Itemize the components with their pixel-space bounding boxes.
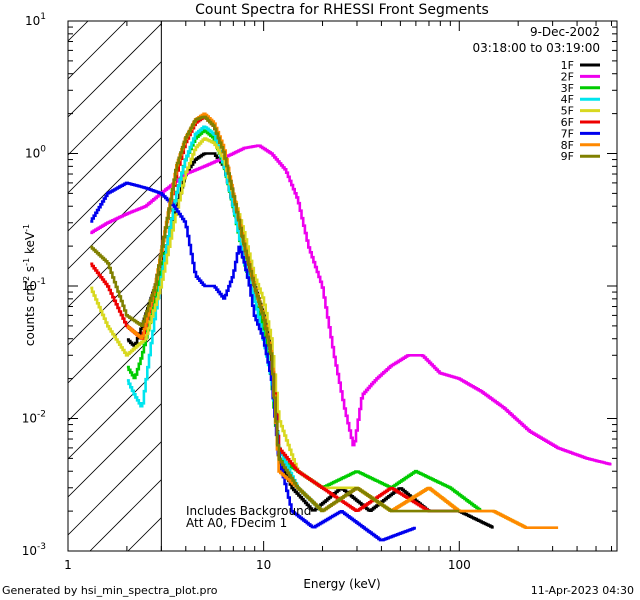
annotation-background: Includes Background: [186, 504, 311, 518]
x-tick-label: 10: [256, 558, 271, 572]
y-axis-label: counts cm-2 s-1 keV-1: [22, 224, 37, 346]
footer-timestamp: 11-Apr-2023 04:30: [530, 584, 634, 597]
y-tick-base: 10: [25, 147, 40, 161]
legend-label: 7F: [561, 127, 574, 140]
hatch-line: [68, 137, 162, 232]
chart-title: Count Spectra for RHESSI Front Segments: [195, 2, 489, 18]
y-tick-base: 10: [25, 14, 40, 28]
y-tick-base: 10: [22, 279, 37, 293]
x-tick-label: 100: [448, 558, 471, 572]
hatch-line: [68, 99, 162, 194]
footer-generated-by: Generated by hsi_min_spectra_plot.pro: [2, 584, 218, 597]
x-tick-label: 1: [64, 558, 72, 572]
y-tick-exponent: -3: [37, 542, 46, 552]
y-label-part: counts cm: [23, 284, 37, 346]
hatch-line: [68, 0, 161, 3]
y-label-part: keV: [23, 231, 37, 258]
legend-label: 9F: [561, 150, 574, 163]
series-line-1F: [126, 152, 494, 529]
legend-label: 4F: [561, 93, 574, 106]
y-label-part: s: [23, 266, 37, 276]
hatch-line: [68, 403, 162, 498]
series-line-8F: [126, 112, 559, 529]
hatch-line: [68, 61, 162, 156]
legend-label: 5F: [561, 105, 574, 118]
date-label: 9-Dec-2002: [530, 25, 600, 39]
series-layer: [90, 112, 612, 542]
y-label-exponent: -1: [22, 224, 31, 232]
legend-label: 1F: [561, 59, 574, 72]
y-tick-exponent: -1: [37, 277, 46, 287]
legend-label: 2F: [561, 70, 574, 83]
annotation-attenuator: Att A0, FDecim 1: [186, 516, 287, 530]
series-line-7F: [90, 181, 416, 542]
y-tick-label: 10-3: [22, 542, 46, 558]
hatch-line: [68, 23, 162, 118]
y-label-exponent: -2: [22, 276, 31, 284]
hatch-line: [127, 517, 162, 551]
y-tick-label: 10-1: [22, 277, 46, 293]
y-tick-label: 10-2: [22, 410, 46, 426]
y-label-exponent: -1: [22, 258, 31, 266]
plot-frame: [67, 20, 618, 552]
legend-label: 3F: [561, 82, 574, 95]
hatch-line: [89, 479, 162, 551]
x-axis: 1 10 100: [64, 21, 613, 572]
y-tick-exponent: 0: [40, 145, 46, 155]
y-tick-base: 10: [22, 544, 37, 558]
hatch-line: [68, 21, 89, 42]
x-axis-label: Energy (keV): [303, 577, 380, 591]
legend-label: 8F: [561, 139, 574, 152]
time-range-label: 03:18:00 to 03:19:00: [473, 41, 600, 55]
hatch-line: [68, 21, 127, 80]
hatch-line: [68, 441, 162, 536]
y-tick-label: 100: [25, 145, 46, 161]
y-tick-exponent: -2: [37, 410, 46, 420]
legend-label: 6F: [561, 116, 574, 129]
y-tick-label: 101: [25, 12, 46, 28]
hatch-line: [68, 213, 162, 308]
hatch-line: [68, 175, 162, 270]
y-tick-base: 10: [22, 412, 37, 426]
y-tick-exponent: 1: [40, 12, 46, 22]
series-line-9F: [90, 115, 460, 513]
series-line-2F: [90, 144, 612, 466]
